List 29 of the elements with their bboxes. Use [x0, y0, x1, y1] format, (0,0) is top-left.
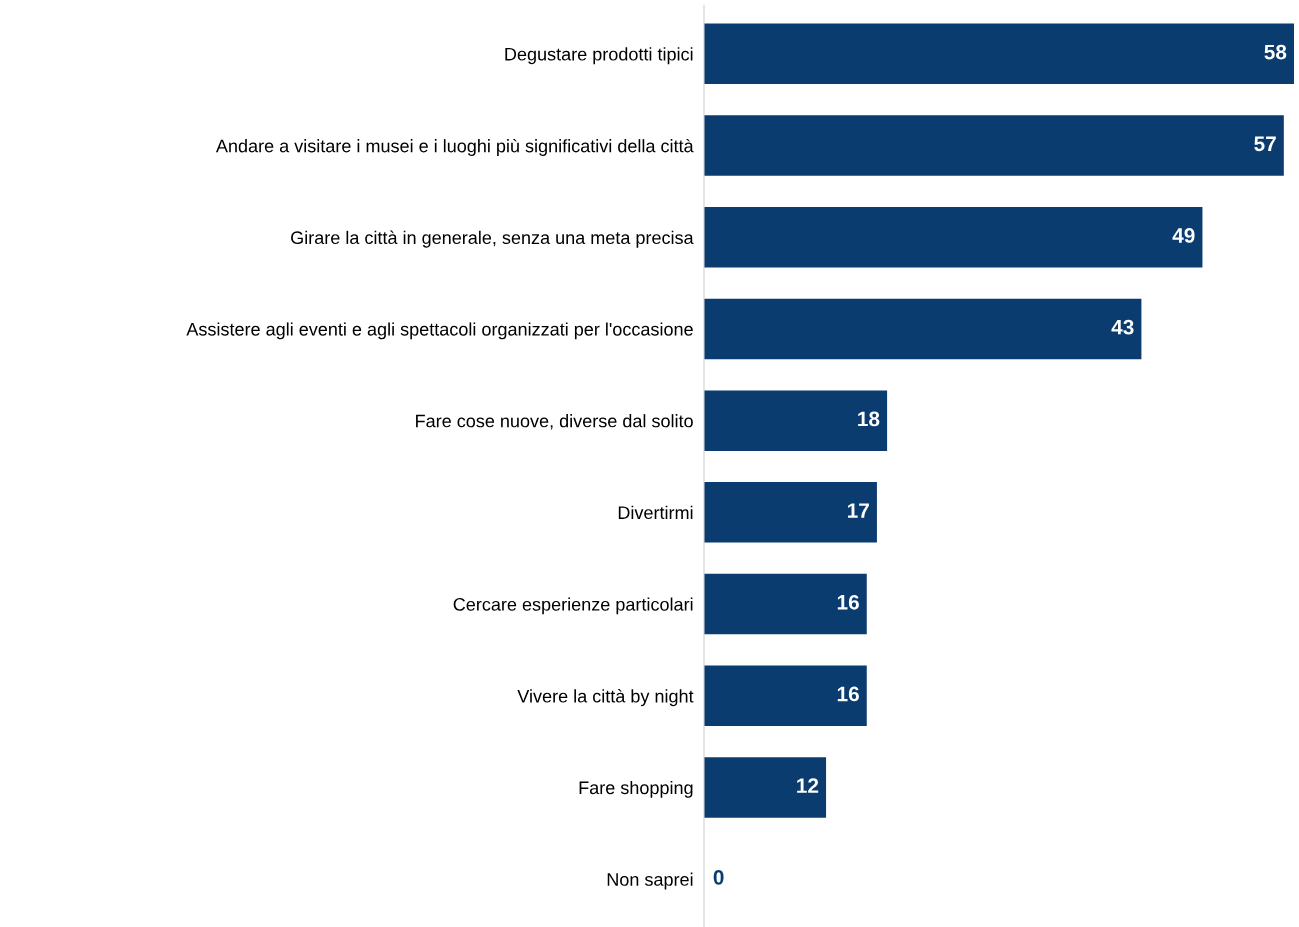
y-tick-label: Degustare prodotti tipici — [505, 47, 693, 65]
y-tick-label: Cercare esperienze particolari — [453, 597, 693, 615]
y-tick-label: Andare a visitare i musei e i luoghi più significativi della città — [215, 138, 694, 156]
y-tick-label: Non saprei — [607, 872, 693, 890]
bar — [704, 206, 1203, 268]
bar — [704, 757, 827, 818]
y-tick-label: Fare cose nuove, diverse dal solito — [416, 414, 693, 430]
y-tick-label: Divertirmi — [618, 505, 693, 520]
bar — [704, 665, 867, 727]
y-tick-label: Assistere agli eventi e agli spettacoli organizzati per l'occasione — [186, 322, 693, 340]
data-label: 18 — [858, 411, 880, 427]
bar — [704, 298, 1142, 360]
bar — [704, 23, 1294, 85]
data-label: 57 — [1254, 136, 1276, 152]
y-tick-label: Fare shopping — [579, 780, 693, 798]
bar — [704, 390, 888, 451]
bar — [704, 482, 877, 543]
bar — [704, 573, 867, 635]
bar — [704, 115, 1284, 176]
data-label: 12 — [797, 778, 819, 793]
data-label: 43 — [1111, 319, 1134, 335]
y-tick-label: Vivere la città by night — [517, 689, 694, 707]
y-tick-label: Girare la città in generale, senza una meta precisa — [291, 230, 694, 248]
data-label: 16 — [837, 686, 859, 702]
data-label: 16 — [837, 594, 859, 610]
data-label: 17 — [847, 503, 869, 518]
data-label: 0 — [713, 869, 724, 885]
data-label: 58 — [1264, 44, 1287, 60]
data-label: 49 — [1172, 228, 1195, 243]
